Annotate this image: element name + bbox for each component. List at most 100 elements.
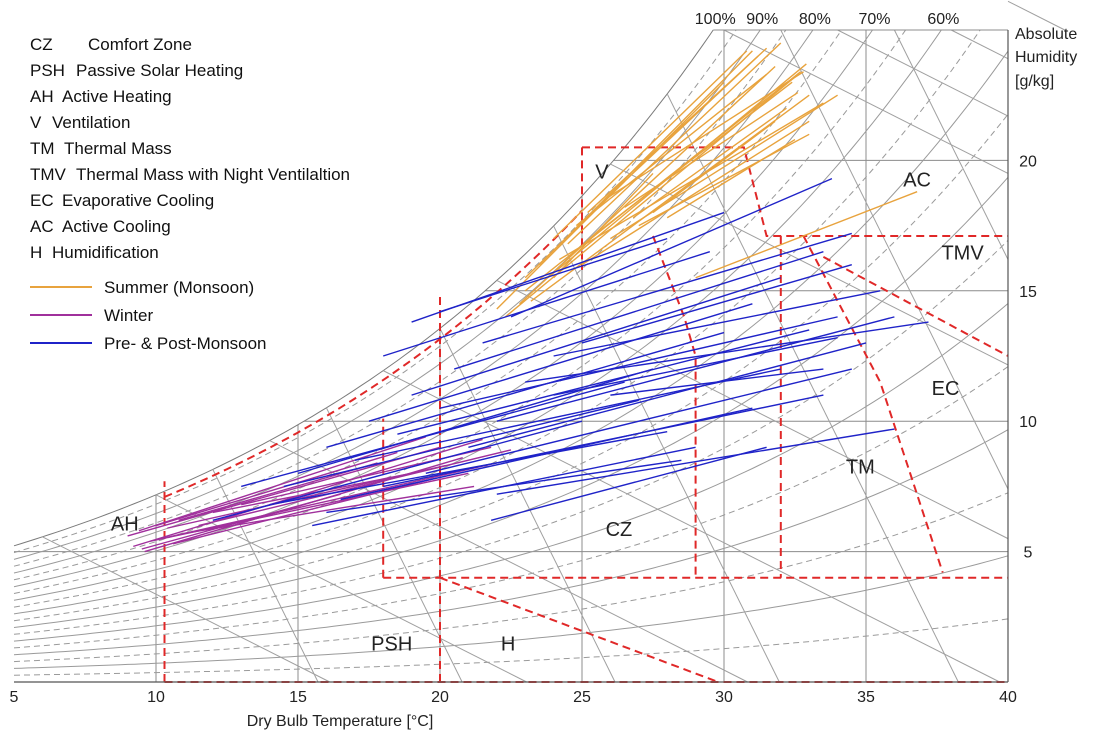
- series-2-segment-19: [510, 178, 833, 318]
- rh-curve-dashed-5: [13, 29, 981, 608]
- series-2-segment-11: [397, 329, 810, 435]
- series-1-segment-9: [172, 477, 435, 545]
- rh-curve-solid-8: [13, 303, 1009, 642]
- rh-curve-solid-9: [13, 429, 1009, 656]
- zone-boundaries: [163, 146, 1009, 683]
- zone-label-cz: CZ: [606, 519, 633, 541]
- legend-abbrev-code-4: V: [30, 113, 42, 132]
- legend-abbrev-text-5: Thermal Mass: [64, 139, 172, 158]
- series-1-segment-13: [198, 449, 512, 527]
- zone-boundary-ec-10: [802, 235, 944, 573]
- wet-bulb-line-9: [950, 29, 1009, 60]
- legend-abbrev-text-4: Ventilation: [52, 113, 130, 132]
- series-0-segment-3: [519, 65, 776, 305]
- series-0-segment-17: [618, 55, 759, 187]
- series-0-segment-14: [595, 81, 793, 234]
- rh-label-80: 80%: [799, 11, 831, 28]
- series-0-segment-10: [567, 42, 782, 245]
- x-tick-label-15: 15: [289, 689, 307, 706]
- series-2-segment-28: [439, 237, 668, 313]
- rh-curve-solid-7: [13, 176, 1009, 628]
- series-2-segment-16: [468, 342, 867, 448]
- series-0-segment-21: [652, 120, 776, 214]
- series-2-segment-17: [482, 232, 852, 344]
- wet-bulb-line-4: [382, 370, 1000, 683]
- rh-curve-dashed-2: [13, 29, 787, 567]
- x-tick-label-30: 30: [715, 689, 733, 706]
- legend-series-winter: Winter: [104, 306, 153, 325]
- legend-abbrev-text-2: Passive Solar Heating: [76, 61, 243, 80]
- zone-boundary-v-6: [582, 146, 1008, 237]
- series-0-segment-23: [553, 172, 654, 279]
- zone-boundary-cz-5: [439, 576, 719, 683]
- enthalpy-line-7: [893, 29, 1009, 260]
- y-axis-title-line-3: [g/kg]: [1015, 73, 1054, 90]
- rh-curve-dashed-7: [13, 240, 1009, 635]
- legend-abbrev-code-9: H: [30, 243, 42, 262]
- rh-label-70: 70%: [858, 11, 890, 28]
- series-2-segment-10: [383, 394, 824, 488]
- zone-label-psh: PSH: [371, 634, 412, 656]
- series-2-segment-22: [553, 290, 881, 357]
- zone-boundary-saturation: [164, 209, 583, 498]
- zone-boundary-tmv-11: [822, 256, 1009, 357]
- data-series: [127, 42, 929, 553]
- zone-label-ac: AC: [903, 169, 931, 191]
- zone-boundary-cz-8: [652, 235, 697, 578]
- series-1-segment-1: [127, 446, 441, 537]
- y-tick-label-5: 5: [1024, 545, 1033, 562]
- series-2-segment-30: [553, 337, 838, 396]
- series-0-segment-9: [558, 102, 824, 261]
- axes: [14, 29, 1009, 683]
- series-1-segment-11: [184, 485, 475, 535]
- series-2-segment-31: [610, 368, 824, 396]
- x-tick-label-35: 35: [857, 689, 875, 706]
- x-axis-title: Dry Bulb Temperature [°C]: [247, 713, 434, 730]
- legend-series-prepost: Pre- & Post-Monsoon: [104, 334, 267, 353]
- series-2-segment-14: [439, 316, 838, 409]
- rh-curve-dashed-9: [13, 492, 1009, 663]
- legend-abbrev-code-7: EC: [30, 191, 54, 210]
- legend-abbrev-text-8: Active Cooling: [62, 217, 171, 236]
- zone-label-v: V: [595, 162, 609, 184]
- rh-label-100: 100%: [695, 11, 736, 28]
- legend-abbrev-code-1: CZ: [30, 35, 53, 54]
- series-2-segment-15: [453, 251, 824, 370]
- zone-label-h: H: [501, 634, 515, 656]
- rh-curve-solid-4: [13, 29, 873, 588]
- y-axis-title-line-1: Absolute: [1015, 26, 1077, 43]
- x-tick-label-25: 25: [573, 689, 591, 706]
- series-0-segment-15: [604, 71, 804, 201]
- y-tick-label-10: 10: [1019, 414, 1037, 431]
- y-tick-label-15: 15: [1019, 284, 1037, 301]
- series-2-segment-20: [525, 321, 929, 383]
- series-1-segment-12: [141, 493, 341, 550]
- series-0-segment-22: [666, 138, 796, 219]
- series-0-segment-18: [624, 92, 799, 208]
- series-0-segment-24: [524, 180, 626, 279]
- zone-label-ah: AH: [111, 514, 139, 536]
- rh-curve-dashed-10: [13, 618, 1009, 676]
- rh-curve-solid-3: [13, 29, 814, 574]
- legend-abbrev-code-8: AC: [30, 217, 54, 236]
- series-1-segment-2: [133, 438, 483, 548]
- series-2-segment-13: [425, 368, 852, 475]
- legend-abbrev-text-3: Active Heating: [62, 87, 172, 106]
- legend-abbrev-text-9: Humidification: [52, 243, 159, 262]
- y-axis-title-line-2: Humidity: [1015, 49, 1077, 66]
- series-1-segment-3: [138, 436, 427, 532]
- series-2-segment-9: [368, 303, 753, 422]
- y-tick-label-20: 20: [1019, 153, 1037, 170]
- legend-abbrev-text-6: Thermal Mass with Night Ventilaltion: [76, 165, 350, 184]
- series-1-segment-6: [155, 451, 398, 527]
- legend-abbrev-code-5: TM: [30, 139, 55, 158]
- series-2-segment-12: [411, 277, 782, 396]
- rh-label-90: 90%: [746, 11, 778, 28]
- rh-curve-solid-2: [13, 29, 761, 560]
- rh-curve-dashed-3: [13, 29, 843, 581]
- rh-curve-solid-10: [13, 555, 1009, 669]
- wet-bulb-line-7: [723, 29, 1009, 174]
- series-1-segment-10: [178, 462, 378, 521]
